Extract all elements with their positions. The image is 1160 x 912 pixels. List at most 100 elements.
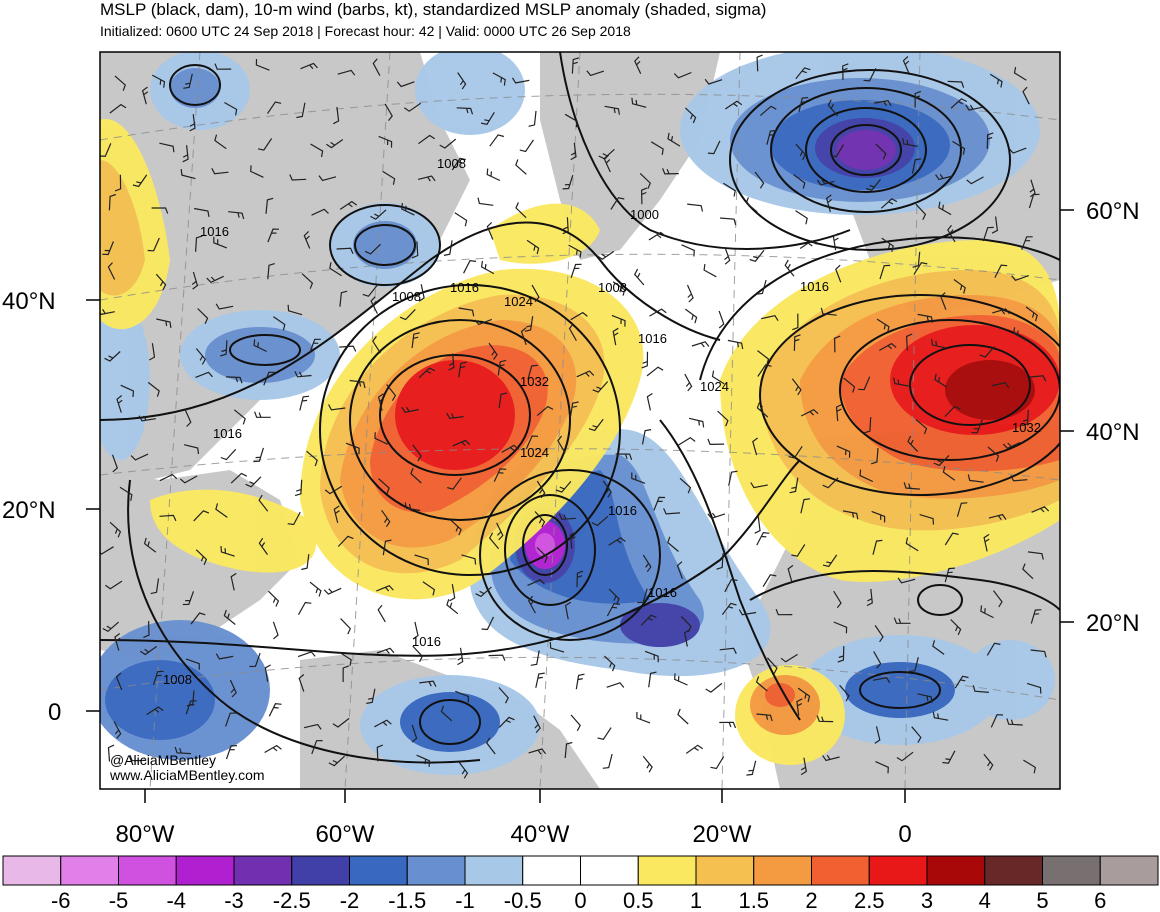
wind-barb: [903, 482, 920, 490]
wind-barb: [833, 335, 841, 353]
wind-barb: [564, 741, 573, 759]
wind-barb: [570, 263, 582, 278]
wind-barb: [822, 554, 838, 568]
wind-barb: [1011, 275, 1029, 282]
wind-barb: [254, 411, 271, 418]
wind-barb: [419, 680, 437, 687]
wind-barb: [992, 308, 1010, 315]
wind-barb: [496, 522, 504, 541]
isobar-label: 1024: [504, 294, 533, 309]
colorbar-label: 3: [921, 888, 933, 912]
wind-barb: [150, 578, 160, 595]
wind-barb: [677, 708, 689, 725]
wind-barb: [300, 62, 318, 70]
wind-barb: [570, 311, 588, 321]
wind-barb: [446, 412, 464, 420]
colorbar-label: -1.5: [388, 888, 426, 912]
wind-barb: [724, 578, 738, 593]
wind-barb: [536, 480, 546, 499]
wind-barb: [568, 323, 577, 341]
wind-barb: [800, 498, 811, 514]
wind-barb: [947, 224, 956, 243]
wind-barb: [339, 651, 352, 666]
wind-barb: [707, 512, 726, 519]
colorbar-swatch: [926, 855, 986, 886]
wind-barb: [987, 446, 1000, 462]
wind-barb: [549, 642, 565, 653]
wind-barb: [114, 633, 121, 651]
wind-barb: [863, 68, 877, 82]
wind-barb: [596, 250, 615, 261]
wind-barb: [287, 304, 303, 316]
wind-barb: [488, 532, 500, 550]
wind-barb: [789, 477, 799, 494]
wind-barb: [1021, 409, 1029, 427]
wind-barb: [366, 688, 376, 704]
map-subtitle: Initialized: 0600 UTC 24 Sep 2018 | Fore…: [100, 23, 631, 39]
wind-barb: [687, 203, 704, 212]
wind-barb: [591, 515, 609, 527]
wind-barb: [986, 642, 1001, 656]
isobar-label: 1024: [520, 445, 549, 460]
wind-barb: [258, 537, 268, 555]
wind-barb: [859, 469, 874, 483]
lat-label-left: 40°N: [2, 288, 56, 315]
wind-barb: [364, 243, 382, 255]
wind-barb: [1023, 759, 1036, 774]
wind-barb: [787, 564, 794, 583]
wind-barb: [756, 401, 769, 418]
wind-barb: [530, 650, 540, 666]
wind-barb: [404, 502, 421, 512]
wind-barb: [294, 371, 312, 378]
wind-barb: [917, 313, 934, 323]
wind-barb: [597, 727, 612, 740]
wind-barb: [536, 405, 554, 417]
colorbar-swatch: [811, 855, 870, 886]
wind-barb: [100, 546, 114, 555]
wind-barb: [602, 753, 613, 769]
wind-barb: [113, 721, 122, 739]
wind-barb: [226, 376, 243, 384]
wind-barb: [114, 75, 127, 91]
wind-barb: [839, 684, 850, 702]
wind-barb: [990, 714, 1004, 728]
wind-barb: [716, 553, 724, 570]
wind-barb: [825, 194, 833, 213]
wind-barb: [745, 197, 758, 213]
wind-barb: [102, 241, 114, 256]
isobar-label: 1016: [200, 224, 229, 239]
wind-barb: [214, 63, 232, 70]
wind-barb: [225, 745, 237, 760]
wind-barb: [872, 539, 883, 555]
wind-barb: [183, 444, 200, 454]
wind-barb: [762, 574, 777, 588]
wind-barb: [989, 73, 1003, 88]
wind-barb: [411, 724, 418, 743]
wind-barb: [919, 514, 935, 525]
wind-barb: [798, 96, 809, 112]
wind-barb: [932, 640, 945, 655]
wind-barb: [339, 200, 358, 210]
colorbar-label: -5: [109, 888, 129, 912]
colorbar-swatch: [522, 855, 581, 886]
wind-barb: [255, 58, 270, 71]
wind-barb: [372, 336, 381, 354]
colorbar-swatch: [118, 855, 177, 886]
wind-barb: [190, 612, 206, 625]
colorbar-label: -1: [455, 888, 475, 912]
wind-barb: [267, 101, 282, 114]
lat-label-right: 40°N: [1086, 419, 1140, 446]
wind-barb: [897, 577, 916, 584]
colorbar-label: 1: [690, 888, 702, 912]
wind-barb: [443, 240, 453, 256]
wind-barb: [562, 175, 574, 190]
wind-barb: [159, 473, 178, 482]
wind-barb: [704, 78, 723, 85]
wind-barb: [457, 72, 467, 90]
wind-barb: [108, 193, 116, 211]
wind-barb: [598, 148, 615, 160]
wind-barb: [875, 761, 889, 774]
wind-barb: [267, 590, 280, 607]
wind-barb: [159, 514, 177, 522]
wind-barb: [749, 249, 765, 262]
